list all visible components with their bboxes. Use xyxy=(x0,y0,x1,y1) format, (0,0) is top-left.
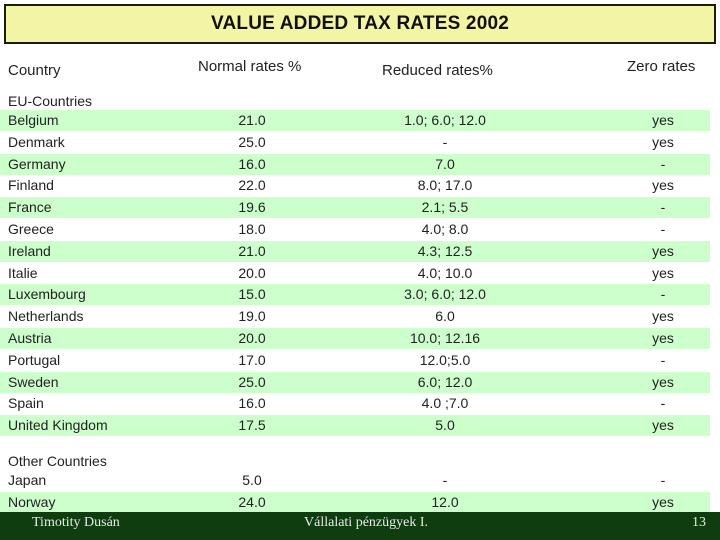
cell-normal-rate: 24.0 xyxy=(238,493,266,510)
table-row: Sweden 25.0 6.0; 12.0 yes xyxy=(0,371,710,393)
cell-reduced-rate: 7.0 xyxy=(435,155,455,172)
footer-course: Vállalati pénzügyek I. xyxy=(304,515,429,530)
cell-reduced-rate: 2.1; 5.5 xyxy=(421,199,469,216)
cell-reduced-rate: 4.3; 12.5 xyxy=(417,242,473,259)
cell-zero-rate: - xyxy=(660,472,666,488)
cell-country: France xyxy=(8,199,52,216)
cell-zero-rate: - xyxy=(660,221,666,237)
cell-normal-rate: 5.0 xyxy=(242,472,262,488)
cell-reduced-rate: 4.0 ;7.0 xyxy=(421,395,469,412)
cell-normal-rate: 15.0 xyxy=(238,286,266,303)
table-row: Luxembourg 15.0 3.0; 6.0; 12.0 - xyxy=(0,284,710,306)
cell-zero-rate: - xyxy=(660,395,666,412)
table-row: Japan 5.0 - - xyxy=(0,470,720,491)
cell-country: Greece xyxy=(8,221,54,237)
cell-reduced-rate: 12.0 xyxy=(431,493,459,510)
cell-zero-rate: yes xyxy=(652,177,674,194)
cell-country: Ireland xyxy=(8,242,51,259)
cell-reduced-rate: 6.0 xyxy=(435,308,455,325)
cell-zero-rate: yes xyxy=(652,264,674,281)
table-row: France 19.6 2.1; 5.5 - xyxy=(0,197,710,219)
table-row: Austria 20.0 10.0; 12.16 yes xyxy=(0,328,710,349)
cell-normal-rate: 20.0 xyxy=(238,264,266,281)
section-other-countries: Other Countries xyxy=(8,453,107,469)
cell-country: Luxembourg xyxy=(8,286,86,303)
cell-normal-rate: 18.0 xyxy=(238,221,266,237)
table-row: Netherlands 19.0 6.0 yes xyxy=(0,306,720,327)
cell-zero-rate: yes xyxy=(652,308,674,325)
cell-zero-rate: - xyxy=(660,351,666,368)
header-country: Country xyxy=(8,62,61,79)
cell-normal-rate: 16.0 xyxy=(238,395,266,412)
cell-country: United Kingdom xyxy=(8,417,108,434)
cell-normal-rate: 17.5 xyxy=(238,417,266,434)
cell-zero-rate: yes xyxy=(652,112,674,128)
cell-zero-rate: - xyxy=(660,155,666,172)
cell-zero-rate: yes xyxy=(652,417,674,434)
cell-zero-rate: - xyxy=(660,199,666,216)
cell-reduced-rate: 6.0; 12.0 xyxy=(417,373,473,390)
table-row: Denmark 25.0 - yes xyxy=(0,132,720,153)
table-row: Finland 22.0 8.0; 17.0 yes xyxy=(0,175,720,196)
table-row: Italie 20.0 4.0; 10.0 yes xyxy=(0,263,720,284)
footer-page-number: 13 xyxy=(692,515,706,530)
cell-normal-rate: 20.0 xyxy=(238,330,266,346)
cell-zero-rate: yes xyxy=(652,493,674,510)
cell-normal-rate: 17.0 xyxy=(238,351,266,368)
cell-reduced-rate: - xyxy=(442,472,448,488)
cell-normal-rate: 19.6 xyxy=(238,199,266,216)
cell-country: Japan xyxy=(8,472,47,488)
cell-zero-rate: yes xyxy=(652,330,674,346)
slide-title-text: VALUE ADDED TAX RATES 2002 xyxy=(211,13,509,34)
section-eu-countries: EU-Countries xyxy=(8,93,93,109)
cell-normal-rate: 21.0 xyxy=(238,242,266,259)
cell-zero-rate: yes xyxy=(652,242,674,259)
cell-reduced-rate: 3.0; 6.0; 12.0 xyxy=(404,286,486,303)
cell-country: Denmark xyxy=(8,133,65,150)
cell-zero-rate: yes xyxy=(652,373,674,390)
table-row: Greece 18.0 4.0; 8.0 - xyxy=(0,219,720,240)
cell-reduced-rate: 4.0; 8.0 xyxy=(421,221,469,237)
footer-bar: Timotity Dusán Vállalati pénzügyek I. 13 xyxy=(0,512,720,540)
cell-reduced-rate: - xyxy=(442,133,448,150)
table-row: United Kingdom 17.5 5.0 yes xyxy=(0,415,710,437)
cell-country: Spain xyxy=(8,395,44,412)
cell-normal-rate: 25.0 xyxy=(238,373,266,390)
cell-zero-rate: - xyxy=(660,286,666,303)
footer-author: Timotity Dusán xyxy=(32,515,120,530)
table-row: Germany 16.0 7.0 - xyxy=(0,153,710,175)
table-row: Norway 24.0 12.0 yes xyxy=(0,491,710,513)
cell-normal-rate: 21.0 xyxy=(238,112,266,128)
cell-reduced-rate: 1.0; 6.0; 12.0 xyxy=(404,112,486,128)
cell-country: Italie xyxy=(8,264,38,281)
table-row: Spain 16.0 4.0 ;7.0 - xyxy=(0,393,720,414)
cell-country: Netherlands xyxy=(8,308,84,325)
cell-country: Norway xyxy=(8,493,56,510)
cell-zero-rate: yes xyxy=(652,133,674,150)
cell-country: Austria xyxy=(8,330,52,346)
cell-country: Germany xyxy=(8,155,66,172)
cell-normal-rate: 16.0 xyxy=(238,155,266,172)
header-normal-rates: Normal rates % xyxy=(198,58,302,75)
cell-reduced-rate: 5.0 xyxy=(435,417,455,434)
cell-country: Portugal xyxy=(8,351,61,368)
cell-reduced-rate: 12.0;5.0 xyxy=(419,351,471,368)
cell-country: Sweden xyxy=(8,373,59,390)
cell-reduced-rate: 8.0; 17.0 xyxy=(417,177,473,194)
cell-country: Belgium xyxy=(8,112,59,128)
slide-title: VALUE ADDED TAX RATES 2002 xyxy=(4,4,716,44)
cell-reduced-rate: 4.0; 10.0 xyxy=(417,264,473,281)
table-row: Portugal 17.0 12.0;5.0 - xyxy=(0,350,720,371)
cell-normal-rate: 25.0 xyxy=(238,133,266,150)
table-row: Belgium 21.0 1.0; 6.0; 12.0 yes xyxy=(0,110,710,131)
cell-normal-rate: 19.0 xyxy=(238,308,266,325)
header-zero-rates: Zero rates xyxy=(627,58,696,75)
header-reduced-rates: Reduced rates% xyxy=(382,62,493,79)
table-row: Ireland 21.0 4.3; 12.5 yes xyxy=(0,240,710,262)
cell-normal-rate: 22.0 xyxy=(238,177,266,194)
cell-country: Finland xyxy=(8,177,54,194)
cell-reduced-rate: 10.0; 12.16 xyxy=(409,330,481,346)
